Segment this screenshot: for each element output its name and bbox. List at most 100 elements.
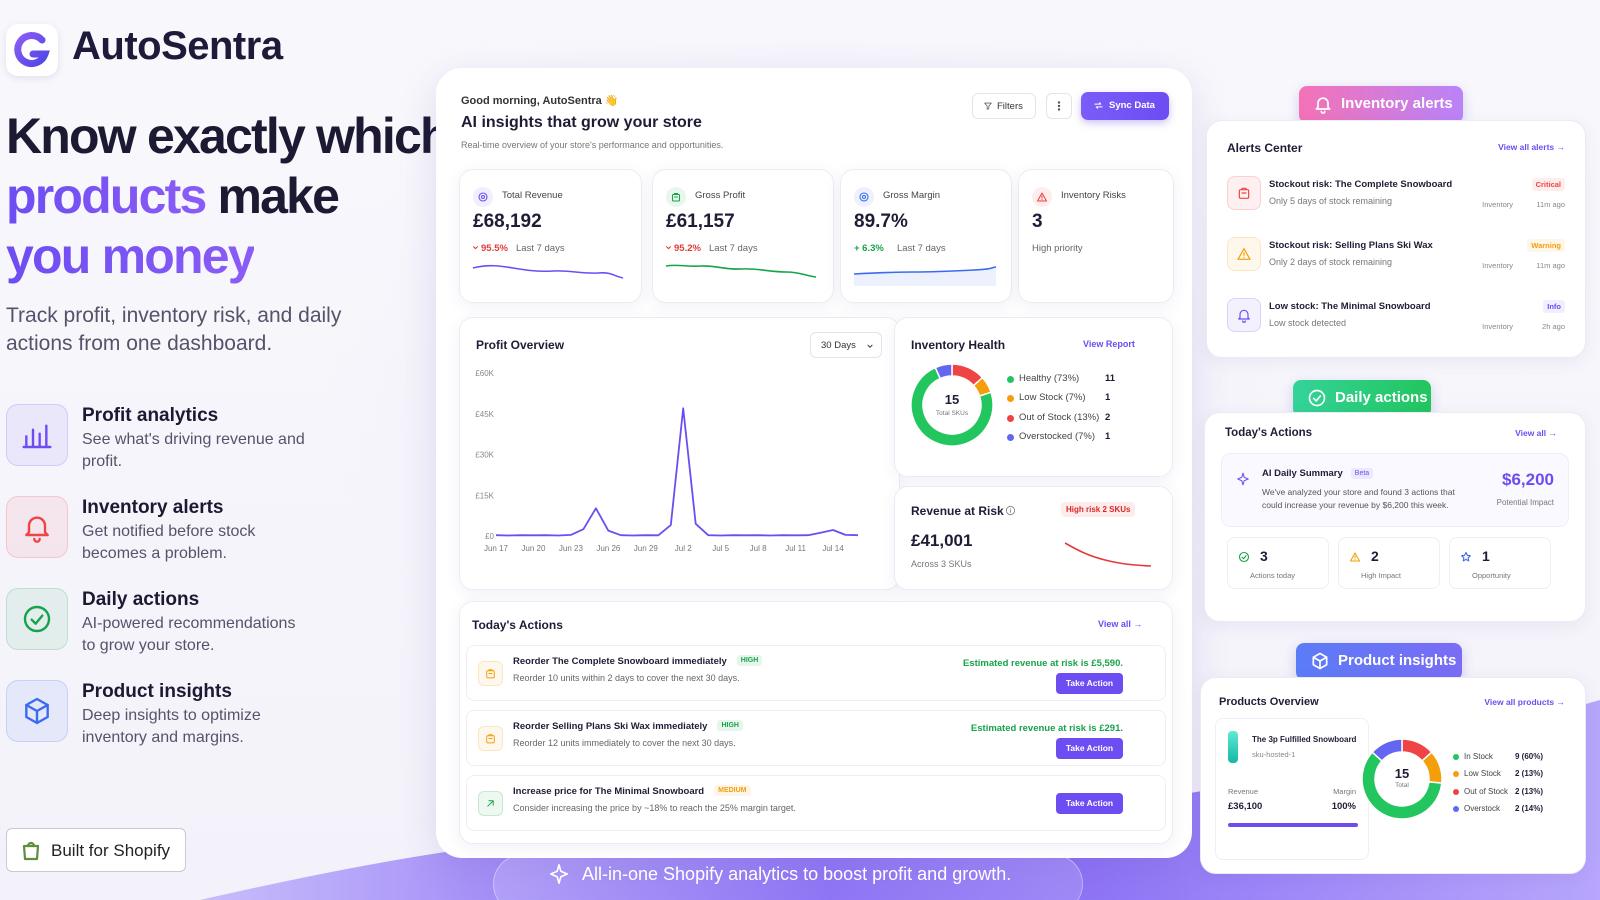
- margin-label: Margin: [1333, 787, 1356, 796]
- card-link[interactable]: View all alerts →: [1498, 142, 1565, 152]
- take-action-button[interactable]: Take Action: [1056, 738, 1123, 759]
- icon-box: [6, 496, 68, 558]
- dashboard-title: AI insights that grow your store: [461, 114, 702, 131]
- icon-box: [1227, 298, 1261, 332]
- icon: [666, 246, 671, 250]
- card-link[interactable]: View all products →: [1484, 697, 1565, 707]
- icon: [1094, 102, 1103, 109]
- icon-part: [666, 246, 671, 250]
- action-item: Reorder Selling Plans Ski Wax immediatel…: [466, 710, 1166, 766]
- icon-part: [1238, 551, 1250, 563]
- icon-part: [488, 734, 493, 739]
- range-dropdown[interactable]: 30 Days: [810, 332, 882, 358]
- kpi-value: 89.7%: [854, 211, 908, 232]
- more-button[interactable]: [1046, 93, 1072, 119]
- stat-box: 2 High Impact: [1338, 537, 1440, 589]
- shopify-badge-label: Built for Shopify: [51, 841, 171, 860]
- icon-part: [1312, 656, 1328, 670]
- sparkline-line: [665, 264, 817, 278]
- card-title: Products Overview: [1219, 696, 1319, 708]
- logo-mark: [14, 32, 50, 67]
- icon: [867, 344, 873, 348]
- icon-box: [478, 726, 503, 751]
- icon-part: [1036, 192, 1048, 202]
- icon: [23, 605, 51, 633]
- sync-button[interactable]: Sync Data: [1081, 92, 1169, 120]
- shopify-badge: Built for Shopify: [6, 828, 186, 872]
- x-tick-label: Jun 17: [484, 544, 509, 553]
- filters-button[interactable]: Filters: [972, 93, 1036, 119]
- footer-text: All-in-one Shopify analytics to boost pr…: [582, 864, 1012, 884]
- icon: [25, 697, 49, 725]
- sparkline-line: [853, 266, 997, 275]
- icon: [1238, 551, 1250, 563]
- donut-total-label: Total: [1395, 782, 1409, 789]
- alert-detail: Only 5 days of stock remaining: [1269, 196, 1393, 206]
- card-title: Profit Overview: [476, 338, 565, 352]
- card-title: Today's Actions: [472, 618, 563, 632]
- stat-box: 3 Actions today: [1227, 537, 1329, 589]
- icon: [1349, 552, 1361, 562]
- revenue-label: Revenue: [1228, 787, 1259, 796]
- summary-impact-label: Potential Impact: [1496, 498, 1554, 507]
- profit-chart: £0 £15K £30K £45K £60K Jun 17 Jun 20 Jun 23 Jun …: [475, 369, 859, 553]
- action-title-row: Reorder The Complete Snowboard immediate…: [513, 655, 763, 667]
- icon: [1005, 505, 1016, 516]
- summary-text: We've analyzed your store and found 3 ac…: [1262, 487, 1455, 510]
- icon-part: [1242, 320, 1246, 323]
- risk-sparkline: [1064, 542, 1152, 567]
- alert-time: 11m ago: [1536, 261, 1565, 270]
- legend-count: 2: [1105, 411, 1111, 423]
- icon: [486, 669, 495, 679]
- take-action-label: Take Action: [1065, 743, 1114, 753]
- icon-part: [22, 844, 40, 861]
- icon-box: [1227, 237, 1261, 271]
- card-link[interactable]: View all →: [1098, 619, 1143, 629]
- section-pill-label: Daily actions: [1335, 389, 1428, 406]
- alert-title: Stockout risk: Selling Plans Ski Wax: [1269, 240, 1433, 251]
- action-title: Reorder The Complete Snowboard immediate…: [513, 656, 727, 667]
- icon-part: [1238, 189, 1250, 199]
- icon-part: [673, 192, 679, 198]
- feature-description: Get notified before stock becomes a prob…: [82, 523, 256, 562]
- feature-title: Product insights: [82, 681, 232, 702]
- take-action-button[interactable]: Take Action: [1056, 673, 1123, 694]
- legend-count: 11: [1105, 373, 1116, 384]
- stat-value: 3: [1260, 548, 1268, 564]
- icon-part: [1320, 110, 1326, 114]
- section-pill: Inventory alerts: [1299, 86, 1463, 123]
- x-tick-label: Jun 26: [596, 544, 621, 553]
- sparkline: [853, 266, 997, 286]
- icon-part: [1238, 309, 1250, 320]
- sparkline-line: [472, 264, 624, 279]
- card-link[interactable]: View Report: [1083, 339, 1135, 349]
- action-title-row: Increase price for The Minimal Snowboard…: [513, 785, 751, 797]
- revenue-at-risk-card: Revenue at Risk High risk 2 SKUs £41,001 Ac…: [894, 486, 1173, 590]
- headline-accent: you money: [6, 228, 256, 284]
- profit-overview-card: Profit Overview 30 Days £0 £15K £30K £45K £60K…: [459, 317, 900, 590]
- card-link[interactable]: View all →: [1515, 428, 1557, 438]
- icon-part: [671, 193, 681, 202]
- icon-part: [480, 194, 486, 200]
- legend-label: Healthy (73%): [1019, 373, 1080, 384]
- kpi-value: £61,157: [666, 211, 735, 232]
- icon-part: [984, 102, 992, 110]
- products-card: Products Overview View all products → The …: [1200, 677, 1586, 874]
- icon-part: [488, 669, 493, 674]
- icon: [1036, 192, 1048, 202]
- donut-total: 15: [1394, 766, 1410, 781]
- icon-part: [486, 735, 495, 744]
- action-title: Reorder Selling Plans Ski Wax immediatel…: [513, 721, 708, 732]
- risk-badge: High risk 2 SKUs: [1061, 502, 1136, 517]
- donut-total-label: Total SKUs: [935, 410, 969, 417]
- icon-part: [1057, 104, 1061, 108]
- hero-subtitle: Track profit, inventory risk, and daily …: [6, 304, 342, 355]
- take-action-button[interactable]: Take Action: [1056, 793, 1123, 814]
- kpi-period: Last 7 days: [897, 243, 946, 254]
- icon-part: [1237, 248, 1251, 260]
- sparkline-line: [1064, 542, 1152, 567]
- sync-label: Sync Data: [1109, 100, 1155, 111]
- icon-part: [1237, 472, 1249, 486]
- y-tick-label: £15K: [475, 491, 494, 500]
- section-pill: Product insights: [1296, 643, 1462, 680]
